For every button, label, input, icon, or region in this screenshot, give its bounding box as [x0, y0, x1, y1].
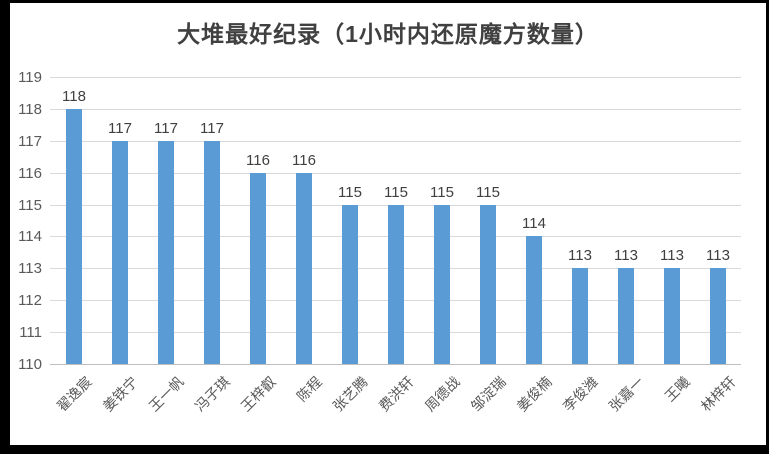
bar-value-label: 113 [706, 247, 730, 265]
gridline [50, 108, 741, 110]
gridline [50, 77, 741, 78]
x-axis-category-label: 姜俊楠 [513, 373, 555, 415]
bar-value-label: 116 [292, 151, 316, 169]
bar-value-label: 113 [614, 247, 638, 265]
bar-value-label: 118 [62, 87, 86, 105]
y-axis-tick-label: 118 [18, 100, 42, 118]
x-axis-line [50, 364, 741, 365]
bar [618, 268, 634, 364]
x-axis-category-label: 王曦 [661, 373, 693, 405]
bar [342, 204, 358, 364]
x-axis-category-label: 王梓叡 [237, 373, 279, 415]
bar-value-label: 113 [568, 247, 592, 265]
bar [664, 268, 680, 364]
x-axis-category-label: 张嘉一 [605, 373, 647, 415]
x-axis-category-label: 冯子琪 [191, 373, 233, 415]
bar-value-label: 115 [430, 183, 454, 201]
y-axis-tick-label: 112 [18, 292, 42, 310]
bar-value-label: 114 [522, 215, 546, 233]
x-axis-category-label: 王一帆 [145, 373, 187, 415]
y-axis-tick-label: 114 [18, 228, 42, 246]
x-axis-category-label: 陈程 [293, 373, 325, 405]
bar-value-label: 117 [200, 119, 224, 137]
x-axis-category-label: 费洪轩 [375, 373, 417, 415]
bar-value-label: 115 [476, 183, 500, 201]
gridline [50, 140, 741, 142]
bar [250, 172, 266, 364]
bar-value-label: 115 [384, 183, 408, 201]
bar [526, 236, 542, 364]
x-axis-category-label: 林梓轩 [697, 373, 739, 415]
x-axis-category-label: 翟逸宸 [53, 373, 95, 415]
y-axis-tick-label: 117 [18, 132, 42, 150]
y-axis-tick-label: 110 [18, 356, 42, 373]
bar [296, 172, 312, 364]
gridline [50, 172, 741, 174]
bar [710, 268, 726, 364]
x-axis-category-label: 李俊潍 [559, 373, 601, 415]
bar-value-label: 117 [154, 119, 178, 137]
x-axis-category-label: 周德战 [421, 373, 463, 415]
x-axis-category-label: 姜铁宁 [99, 373, 141, 415]
bar [204, 140, 220, 364]
x-axis-category-label: 邹淀瑞 [467, 373, 509, 415]
chart-title: 大堆最好纪录（1小时内还原魔方数量） [177, 21, 599, 47]
y-axis-tick-label: 119 [18, 69, 42, 86]
bar [66, 108, 82, 364]
bar [572, 268, 588, 364]
bar-value-label: 116 [246, 151, 270, 169]
y-axis-tick-label: 111 [19, 324, 42, 342]
y-axis-tick-label: 115 [18, 196, 42, 214]
y-axis-tick-label: 113 [18, 260, 42, 278]
bar-value-label: 117 [108, 119, 132, 137]
bar-value-label: 115 [338, 183, 362, 201]
bar [434, 204, 450, 364]
x-axis-category-label: 张艺腾 [329, 373, 371, 415]
plot-area: 110 111 112 113 114 115 116 117 118 119 118 翟逸宸 117 姜… [10, 3, 766, 445]
y-axis-tick-label: 116 [18, 164, 42, 182]
bar [480, 204, 496, 364]
bar-value-label: 113 [660, 247, 684, 265]
bar [388, 204, 404, 364]
bar [112, 140, 128, 364]
bar [158, 140, 174, 364]
